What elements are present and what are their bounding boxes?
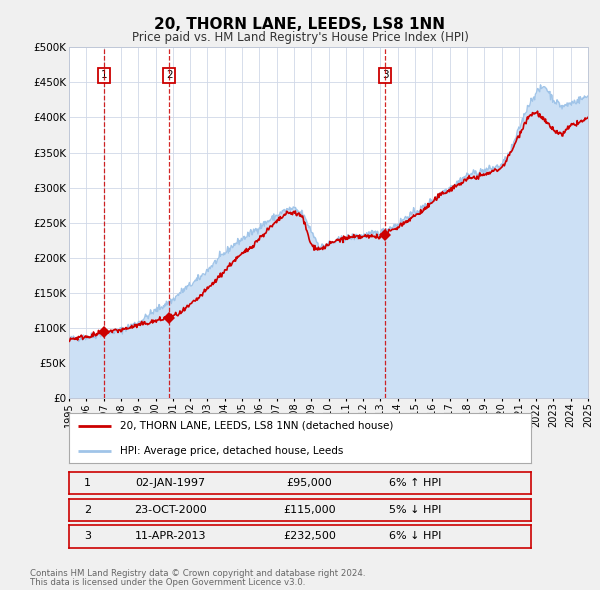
Text: 23-OCT-2000: 23-OCT-2000 [134,505,207,514]
Text: £232,500: £232,500 [283,532,335,541]
Text: 1: 1 [84,478,91,488]
Text: 2: 2 [166,70,173,80]
Text: 5% ↓ HPI: 5% ↓ HPI [389,505,442,514]
Text: £95,000: £95,000 [286,478,332,488]
Text: £115,000: £115,000 [283,505,335,514]
Text: 02-JAN-1997: 02-JAN-1997 [136,478,206,488]
Text: This data is licensed under the Open Government Licence v3.0.: This data is licensed under the Open Gov… [30,578,305,587]
Text: 3: 3 [84,532,91,541]
Text: Contains HM Land Registry data © Crown copyright and database right 2024.: Contains HM Land Registry data © Crown c… [30,569,365,578]
Text: HPI: Average price, detached house, Leeds: HPI: Average price, detached house, Leed… [120,445,343,455]
Text: 20, THORN LANE, LEEDS, LS8 1NN: 20, THORN LANE, LEEDS, LS8 1NN [155,17,445,31]
Text: 20, THORN LANE, LEEDS, LS8 1NN (detached house): 20, THORN LANE, LEEDS, LS8 1NN (detached… [120,421,393,431]
Text: 3: 3 [382,70,389,80]
Text: 2: 2 [84,505,91,514]
Text: 6% ↓ HPI: 6% ↓ HPI [389,532,442,541]
Text: 11-APR-2013: 11-APR-2013 [135,532,206,541]
Text: Price paid vs. HM Land Registry's House Price Index (HPI): Price paid vs. HM Land Registry's House … [131,31,469,44]
Text: 6% ↑ HPI: 6% ↑ HPI [389,478,442,488]
Text: 1: 1 [100,70,107,80]
